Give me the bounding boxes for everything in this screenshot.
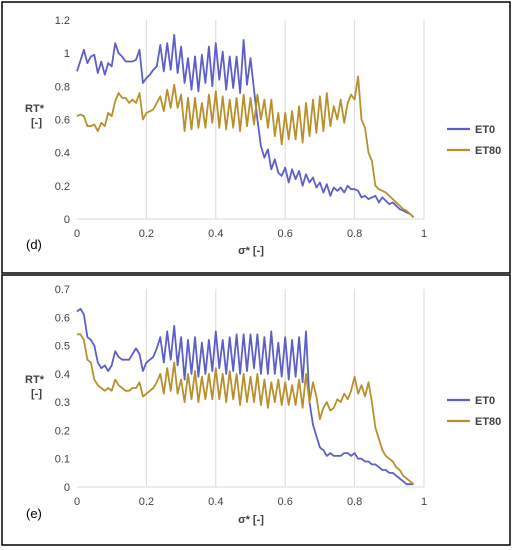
panel-label: (d) [26, 237, 42, 252]
y-tick-label: 0.6 [55, 115, 70, 127]
x-tick-label: 0.2 [139, 496, 154, 508]
legend-entry: ET80 [475, 416, 501, 428]
y-axis-title: RT* [25, 374, 45, 386]
x-tick-label: 0.8 [347, 496, 362, 508]
y-axis-unit: [-] [31, 388, 42, 400]
panel-frame [1, 274, 511, 546]
legend-entry: ET80 [475, 145, 501, 157]
y-tick-label: 0 [64, 214, 70, 226]
y-axis-title: RT* [25, 103, 45, 115]
x-tick-label: 0 [74, 496, 80, 508]
y-tick-label: 0.2 [55, 181, 70, 193]
x-tick-label: 1 [421, 496, 427, 508]
y-tick-label: 0.4 [55, 369, 70, 381]
y-tick-label: 0.8 [55, 81, 70, 93]
panel-frame [1, 1, 511, 274]
series-line-et80 [76, 75, 415, 218]
y-tick-label: 0.1 [55, 454, 70, 466]
series-line-et80 [77, 333, 415, 485]
legend-entry: ET0 [475, 124, 495, 136]
x-axis-title: σ* [-] [238, 245, 264, 257]
legend-entry: ET0 [475, 395, 495, 407]
x-tick-label: 0.2 [139, 228, 154, 240]
y-tick-label: 0.3 [55, 397, 70, 409]
y-tick-label: 1.2 [55, 15, 70, 27]
x-tick-label: 0.6 [278, 228, 293, 240]
x-tick-label: 1 [421, 228, 427, 240]
y-tick-label: 0 [64, 482, 70, 494]
y-tick-label: 1 [64, 48, 70, 60]
y-tick-label: 0.5 [55, 341, 70, 353]
y-tick-label: 0.4 [55, 148, 70, 160]
x-tick-label: 0.6 [278, 496, 293, 508]
x-tick-label: 0.8 [347, 228, 362, 240]
x-tick-label: 0.4 [208, 228, 223, 240]
x-tick-label: 0 [74, 228, 80, 240]
x-tick-label: 0.4 [208, 496, 223, 508]
y-tick-label: 0.2 [55, 425, 70, 437]
panel-label: (e) [26, 506, 42, 521]
x-axis-title: σ* [-] [238, 514, 264, 526]
series-line-et0 [76, 34, 415, 218]
y-tick-label: 0.6 [55, 312, 70, 324]
y-tick-label: 0.7 [55, 284, 70, 296]
y-axis-unit: [-] [31, 117, 42, 129]
series-line-et0 [76, 307, 414, 486]
